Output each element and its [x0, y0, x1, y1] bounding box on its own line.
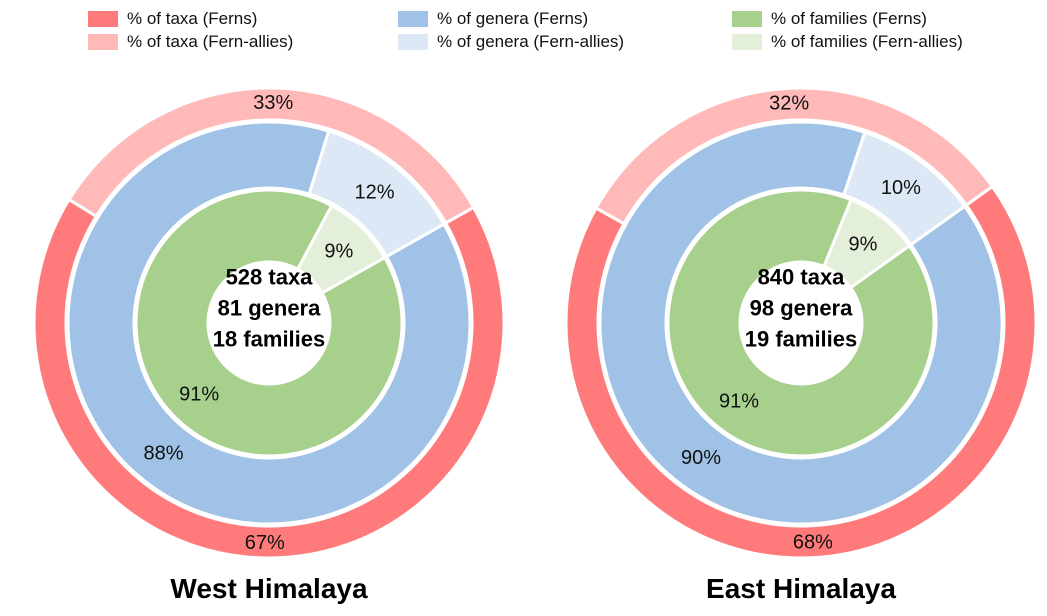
donut-chart-west: 67% 33% 88% 12% 91% 9% 528 taxa 81 genera 18 fam… — [32, 86, 506, 604]
legend-swatch — [398, 11, 428, 27]
slice-taxa-fern-allies — [594, 86, 995, 226]
pct-label-genera-ferns: 90% — [681, 447, 721, 469]
slice-genera-fern-allies — [841, 130, 967, 247]
center-line: 81 genera — [218, 296, 321, 321]
slice-families-ferns — [666, 188, 936, 458]
legend-label: % of families (Ferns) — [771, 9, 927, 28]
panel-title: West Himalaya — [170, 573, 368, 604]
legend-label: % of taxa (Fern-allies) — [127, 32, 294, 51]
legend-swatch — [88, 11, 118, 27]
slice-taxa-ferns — [32, 197, 506, 560]
slice-families-fern-allies — [295, 203, 387, 296]
legend-label: % of families (Fern-allies) — [771, 32, 963, 51]
legend-swatch — [88, 34, 118, 50]
pct-label-taxa-fern-allies: 32% — [769, 92, 809, 114]
legend-label: % of taxa (Ferns) — [127, 9, 258, 28]
pct-label-families-ferns: 91% — [179, 384, 219, 406]
slice-genera-ferns — [66, 120, 472, 526]
slice-genera-fern-allies — [307, 129, 446, 259]
pct-label-genera-ferns: 88% — [143, 443, 183, 465]
pct-label-taxa-ferns: 68% — [793, 532, 833, 554]
legend-item-genera-ferns: % of genera (Ferns) — [398, 9, 588, 29]
pct-label-families-fern-allies: 9% — [849, 234, 878, 256]
pct-label-genera-fern-allies: 10% — [881, 177, 921, 199]
slice-families-ferns — [134, 188, 404, 458]
pct-label-genera-fern-allies: 12% — [354, 181, 394, 203]
legend-label: % of genera (Ferns) — [437, 9, 589, 28]
panel-title: East Himalaya — [706, 573, 896, 604]
donut-chart-east: 68% 32% 90% 10% 91% 9%840 taxa 98 genera 19 fam… — [564, 86, 1038, 604]
legend-item-genera-fern-allies: % of genera (Fern-allies) — [398, 32, 624, 52]
center-line: 528 taxa — [226, 265, 314, 290]
legend-item-taxa-ferns: % of taxa (Ferns) — [88, 9, 257, 29]
legend-item-taxa-fern-allies: % of taxa (Fern-allies) — [88, 32, 293, 52]
legend-swatch — [398, 34, 428, 50]
center-line: 18 families — [213, 327, 326, 352]
slice-families-fern-allies — [821, 197, 912, 290]
center-line: 19 families — [745, 327, 858, 352]
slice-taxa-fern-allies — [66, 86, 476, 226]
slice-genera-ferns — [598, 120, 1004, 526]
pct-label-taxa-fern-allies: 33% — [253, 92, 293, 114]
legend-swatch — [732, 11, 762, 27]
pct-label-families-ferns: 91% — [719, 390, 759, 412]
slice-taxa-ferns — [564, 184, 1038, 560]
legend: % of taxa (Ferns) % of taxa (Fern-allies… — [0, 0, 1047, 60]
legend-swatch — [732, 34, 762, 50]
legend-item-families-fern-allies: % of families (Fern-allies) — [732, 32, 963, 52]
pct-label-families-fern-allies: 9% — [324, 240, 353, 262]
center-line: 840 taxa — [758, 265, 846, 290]
legend-label: % of genera (Fern-allies) — [437, 32, 625, 51]
center-line: 98 genera — [750, 296, 853, 321]
legend-item-families-ferns: % of families (Ferns) — [732, 9, 927, 29]
pct-label-taxa-ferns: 67% — [245, 532, 285, 554]
